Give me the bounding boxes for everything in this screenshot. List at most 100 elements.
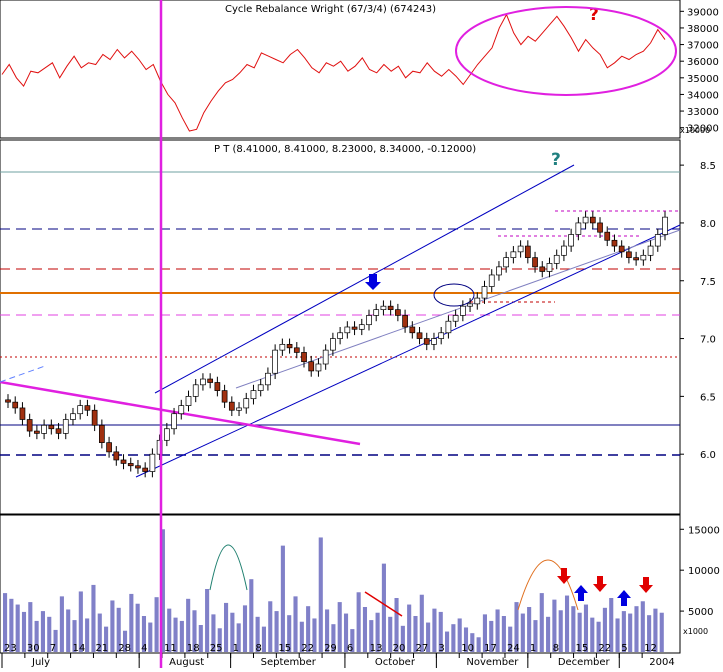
volume-bar <box>571 606 576 652</box>
candle-body <box>135 465 141 469</box>
candle-body <box>26 419 33 432</box>
volume-bar <box>634 606 639 652</box>
candle-body <box>322 349 329 365</box>
volume-bar <box>394 598 399 652</box>
candle-body <box>113 451 120 461</box>
month-label: November <box>466 657 519 668</box>
candle-body <box>366 315 372 326</box>
candle-body <box>228 401 235 411</box>
volume-arc-orange <box>517 559 579 611</box>
early-dashed-line <box>0 365 46 383</box>
volume-bar <box>653 608 658 652</box>
candle-body <box>423 338 430 345</box>
candle-body <box>467 303 473 307</box>
down-arrow-icon <box>639 577 653 593</box>
date-label: 5 <box>621 643 627 654</box>
volume-bar <box>337 602 342 652</box>
volume-bar <box>615 618 620 652</box>
price-levels <box>0 171 680 456</box>
candle-body <box>286 343 293 349</box>
volume-bar <box>274 611 279 652</box>
date-label: 24 <box>507 643 520 654</box>
volume-bar <box>242 605 248 652</box>
volume-bar <box>552 599 557 652</box>
candle-body <box>221 390 228 403</box>
candle-body <box>48 424 55 430</box>
volume-bar <box>520 613 525 652</box>
volume-bar <box>186 598 191 652</box>
volume-decline-line <box>364 591 403 617</box>
candle-body <box>55 428 62 434</box>
candle-body <box>496 266 502 276</box>
candle-body <box>99 424 105 443</box>
date-label: 29 <box>324 643 337 654</box>
volume-bar <box>135 603 140 652</box>
candle-body <box>236 407 242 411</box>
indicator-series <box>1 13 666 132</box>
candle-body <box>561 245 567 256</box>
volume-bar <box>280 545 285 652</box>
candle-body <box>5 399 11 403</box>
volume-bar <box>647 615 652 652</box>
candle-body <box>402 315 408 328</box>
volume-bar <box>482 614 487 652</box>
volume-bar <box>445 631 450 652</box>
volume-bar <box>413 616 418 652</box>
date-label: 20 <box>393 643 406 654</box>
candle-body <box>474 297 481 305</box>
candle-body <box>553 254 560 264</box>
volume-bar <box>381 563 386 652</box>
down-arrow-icon <box>557 568 571 584</box>
volume-bar <box>160 529 165 652</box>
candle-body <box>250 390 257 400</box>
candle-body <box>106 442 112 453</box>
volume-bar <box>426 622 431 652</box>
volume-bar <box>78 591 83 652</box>
candle-body <box>416 332 423 339</box>
volume-bar <box>596 621 601 652</box>
date-label: 1 <box>233 643 239 654</box>
date-label: 15 <box>576 643 589 654</box>
candle-body <box>12 401 19 409</box>
volume-bar <box>318 537 323 652</box>
volume-tick-label: 10000 <box>688 566 720 577</box>
volume-bar <box>9 598 14 652</box>
candle-body <box>387 305 394 311</box>
volume-bar <box>407 604 412 652</box>
volume-arc-teal <box>209 544 248 591</box>
volume-bar <box>451 624 456 652</box>
volume-bar <box>15 604 20 652</box>
indicator-panel <box>0 0 681 139</box>
volume-bar <box>268 601 273 652</box>
x-axis: 23 30 7 14 21 28 4 11 18 25 1 8 15 22 29 6 13 20 27 3 10 17 24… <box>1 643 675 668</box>
candle-body <box>120 459 127 464</box>
candle-body <box>597 222 603 233</box>
indicator-unit: x10000 <box>680 126 710 135</box>
date-label: 8 <box>255 643 261 654</box>
volume-bar <box>236 623 241 652</box>
volume-bar <box>558 610 563 652</box>
volume-bar <box>47 616 52 652</box>
date-label: 10 <box>461 643 474 654</box>
candle-body <box>62 419 69 434</box>
candle-body <box>438 332 445 339</box>
volume-bar <box>148 622 153 652</box>
candle-body <box>604 231 611 241</box>
price-tick-label: 8.5 <box>700 161 716 172</box>
candle-body <box>647 245 654 256</box>
candle-body <box>192 384 199 397</box>
candle-body <box>257 384 264 391</box>
channel-upper <box>154 164 575 394</box>
candle-body <box>337 332 343 339</box>
candle-body <box>431 338 437 345</box>
date-label: 7 <box>50 643 56 654</box>
date-label: 11 <box>164 643 177 654</box>
date-label: 22 <box>301 643 314 654</box>
month-label: 2004 <box>649 657 674 668</box>
volume-bar <box>293 596 298 652</box>
candle-body <box>301 352 307 363</box>
date-label: 17 <box>484 643 497 654</box>
volume-bar <box>129 593 134 652</box>
indicator-tick-label: 39000 <box>687 7 719 18</box>
